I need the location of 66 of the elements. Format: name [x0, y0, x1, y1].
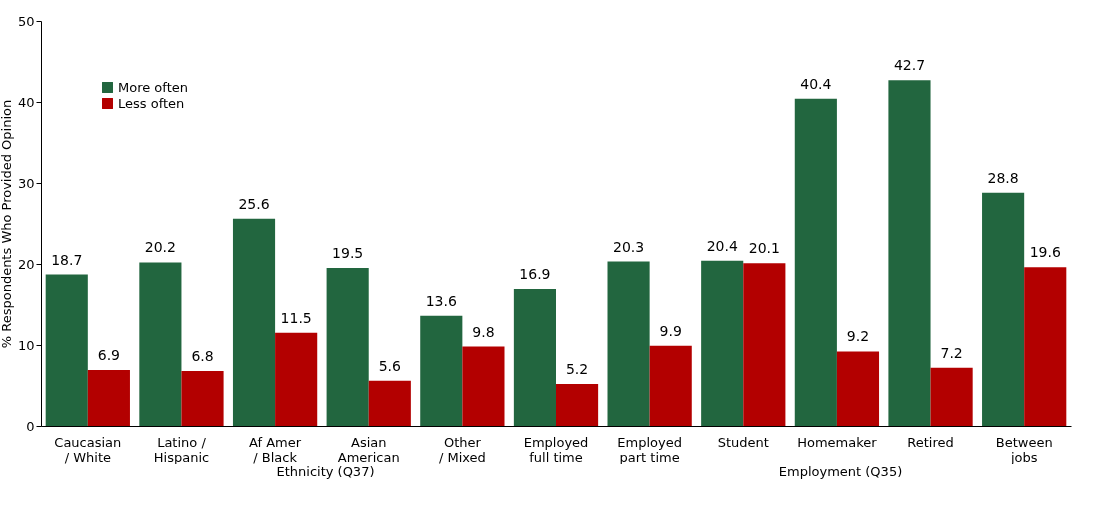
bar	[420, 315, 463, 426]
bar	[1024, 267, 1067, 426]
bar	[888, 80, 931, 426]
data-label: 42.7	[893, 57, 926, 74]
text: Ethnicity (Q37)	[275, 464, 376, 479]
y-tick-label: 50	[17, 13, 35, 29]
bar	[87, 370, 130, 426]
y-axis-title: % Respondents Who Provided Opinion	[0, 99, 14, 349]
x-tick-label: Student	[717, 434, 769, 450]
bar	[275, 332, 318, 426]
x-tick-label: Af Amer / Black	[249, 434, 302, 465]
legend-label: More often	[118, 79, 188, 95]
bar	[368, 380, 411, 426]
data-label: 16.9	[519, 266, 551, 283]
x-tick-label: Caucasian / White	[54, 434, 122, 465]
x-tick-label: Employed part time	[617, 434, 682, 465]
legend-label: Less often	[118, 95, 185, 111]
y-tick-label: 20	[17, 256, 35, 272]
data-label: 6.9	[97, 347, 121, 364]
data-label: 19.5	[332, 245, 364, 262]
bar	[513, 289, 556, 426]
data-label: 20.2	[144, 239, 176, 256]
data-label: 13.6	[425, 292, 457, 309]
bar	[701, 260, 744, 426]
x-tick-label: Homemaker	[797, 434, 878, 450]
data-label: 18.7	[51, 251, 83, 268]
data-label: 20.1	[748, 240, 780, 257]
bar	[743, 263, 786, 426]
data-label: 40.4	[800, 75, 832, 92]
bar	[556, 383, 599, 426]
data-label: 5.2	[565, 360, 589, 377]
text: Employment (Q35)	[777, 464, 904, 479]
x-tick-label: Asian American	[337, 434, 400, 465]
x-tick-label: Other / Mixed	[438, 434, 486, 465]
data-label: 11.5	[280, 309, 312, 326]
data-label: 20.3	[612, 238, 645, 255]
data-label: 28.8	[987, 169, 1019, 186]
x-tick-label: Latino / Hispanic	[153, 434, 210, 465]
bar	[45, 274, 88, 426]
data-label: 25.6	[238, 195, 270, 212]
bar	[649, 345, 692, 426]
data-label: 9.9	[659, 322, 682, 339]
y-tick-label: 10	[17, 337, 35, 353]
bar	[232, 218, 276, 426]
data-label: 7.2	[940, 344, 963, 361]
y-tick-label: 40	[17, 94, 35, 110]
bar	[794, 98, 837, 426]
x-tick-label: Employed full time	[523, 434, 589, 465]
data-label: 6.8	[191, 347, 214, 364]
bar	[181, 370, 224, 426]
bar	[326, 268, 369, 426]
x-tick-label: Retired	[907, 434, 954, 450]
data-label: 5.6	[378, 357, 402, 374]
bar	[139, 262, 182, 426]
x-tick-label: Between jobs	[995, 434, 1053, 465]
data-label: 9.2	[846, 328, 870, 345]
y-tick-label: 0	[26, 418, 35, 434]
y-tick-label: 30	[17, 175, 35, 191]
bar	[982, 192, 1025, 426]
bar	[607, 261, 650, 426]
data-label: 19.6	[1029, 244, 1061, 261]
data-label: 9.8	[472, 323, 495, 340]
bar	[462, 346, 505, 426]
bar	[836, 351, 880, 426]
bar	[930, 367, 973, 426]
data-label: 20.4	[706, 237, 738, 254]
